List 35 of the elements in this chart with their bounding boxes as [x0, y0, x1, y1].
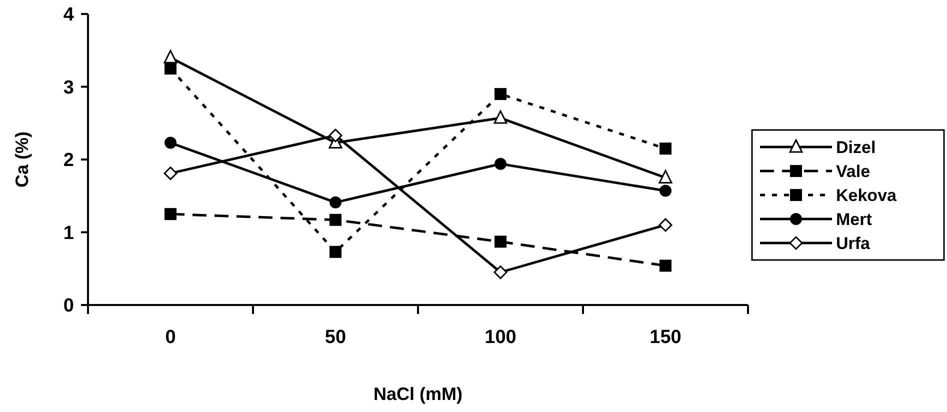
point: [164, 50, 178, 64]
point: [494, 110, 508, 124]
legend-label: Urfa: [836, 234, 871, 253]
x-tick-label: 100: [484, 327, 516, 348]
point: [658, 218, 672, 232]
legend-label: Kekova: [836, 186, 898, 205]
y-tick-label: 1: [63, 222, 74, 244]
point: [164, 136, 176, 149]
x-tick-label: 50: [324, 327, 346, 348]
point: [164, 62, 176, 75]
point: [494, 266, 508, 280]
x-tick-label: 0: [165, 327, 176, 348]
point: [494, 88, 506, 100]
legend-label: Vale: [836, 162, 870, 181]
x-tick-label: 150: [650, 327, 682, 348]
point: [494, 236, 506, 248]
y-tick-label: 3: [63, 77, 74, 98]
point: [164, 166, 178, 180]
point: [660, 142, 672, 155]
y-tick-label: 4: [63, 4, 74, 26]
point: [330, 246, 342, 258]
point: [658, 170, 672, 184]
y-tick-label: 0: [63, 296, 74, 317]
point: [660, 260, 672, 272]
legend-label: Dizel: [836, 138, 876, 157]
legend-label: Mert: [836, 210, 872, 229]
point: [330, 214, 342, 226]
x-axis-title: NaCl (mM): [374, 384, 463, 404]
point: [494, 158, 506, 170]
y-axis-title: Ca (%): [12, 131, 32, 188]
y-tick-label: 2: [63, 150, 74, 172]
point: [330, 196, 342, 208]
point: [164, 208, 176, 220]
point: [660, 184, 672, 197]
point: [328, 128, 342, 142]
